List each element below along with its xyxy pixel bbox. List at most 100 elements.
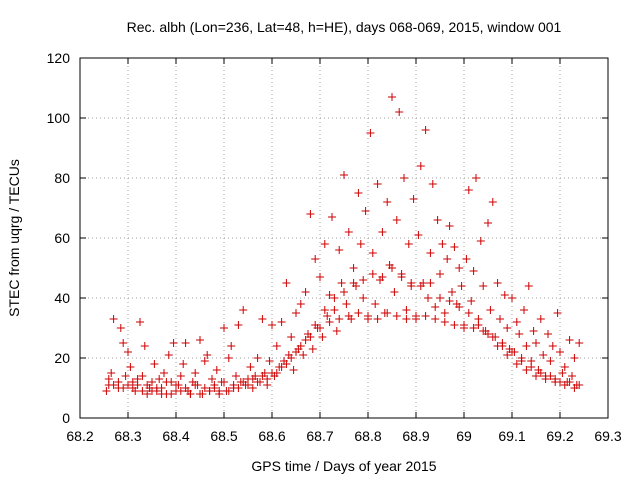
data-point-marker <box>148 387 156 395</box>
data-point-marker <box>361 207 370 215</box>
data-point-marker <box>119 384 128 392</box>
data-point-marker <box>407 279 416 287</box>
data-point-marker <box>258 315 267 323</box>
data-point-marker <box>301 288 310 296</box>
y-tick-label: 20 <box>54 350 70 366</box>
x-tick-label: 68.7 <box>306 428 333 444</box>
data-point-marker <box>565 336 574 344</box>
data-point-marker <box>232 372 240 380</box>
data-point-marker <box>196 336 204 344</box>
data-point-marker <box>292 309 300 317</box>
data-point-marker <box>316 324 324 332</box>
data-point-marker <box>536 315 545 323</box>
data-point-marker <box>486 306 495 314</box>
data-point-marker <box>493 279 502 287</box>
data-point-marker <box>143 381 152 389</box>
data-point-marker <box>109 381 118 389</box>
data-point-marker <box>553 309 562 317</box>
data-point-marker <box>157 390 166 398</box>
data-point-marker <box>344 228 353 236</box>
data-point-marker <box>301 336 310 344</box>
data-point-marker <box>556 348 564 356</box>
data-point-marker <box>484 330 492 338</box>
data-point-marker <box>272 369 281 377</box>
data-point-marker <box>368 249 377 257</box>
data-point-marker <box>440 309 449 317</box>
data-point-marker <box>229 381 238 389</box>
data-point-marker <box>467 297 476 305</box>
data-point-marker <box>512 360 521 368</box>
data-point-marker <box>316 273 324 281</box>
x-tick-label: 69 <box>456 428 472 444</box>
data-point-marker <box>496 315 504 323</box>
data-point-marker <box>532 339 540 347</box>
data-point-marker <box>114 378 123 386</box>
data-point-marker <box>440 318 449 326</box>
data-point-marker <box>388 264 396 272</box>
data-point-marker <box>522 366 531 374</box>
data-point-marker <box>287 354 296 362</box>
y-tick-label: 100 <box>47 110 71 126</box>
data-point-marker <box>332 327 341 335</box>
data-point-marker <box>488 333 497 341</box>
data-point-marker <box>436 294 444 302</box>
data-point-marker <box>340 171 348 179</box>
data-point-marker <box>248 375 257 383</box>
data-point-marker <box>390 288 399 296</box>
data-point-marker <box>508 294 516 302</box>
data-point-marker <box>253 354 262 362</box>
data-point-marker <box>529 327 538 335</box>
x-tick-label: 69.3 <box>594 428 621 444</box>
data-point-marker <box>428 180 437 188</box>
data-point-marker <box>181 384 190 392</box>
y-axis-label: STEC from uqrg / TECUs <box>6 159 22 317</box>
data-point-marker <box>503 351 512 359</box>
data-point-marker <box>383 198 392 206</box>
data-point-marker <box>169 339 178 347</box>
data-point-marker <box>539 351 548 359</box>
data-point-marker <box>196 390 204 398</box>
data-point-marker <box>200 357 209 365</box>
data-point-marker <box>109 315 118 323</box>
data-point-marker <box>445 297 454 305</box>
data-point-marker <box>205 387 214 395</box>
data-point-marker <box>107 369 116 377</box>
data-point-marker <box>292 348 300 356</box>
data-point-marker <box>570 384 579 392</box>
y-axis: 0 20 40 60 80 100 120 <box>47 50 608 426</box>
data-point-marker <box>515 330 524 338</box>
data-point-marker <box>546 357 555 365</box>
data-point-marker <box>121 372 130 380</box>
data-point-marker <box>464 186 473 194</box>
grid-lines <box>80 58 608 418</box>
data-point-marker <box>536 369 545 377</box>
data-point-marker <box>455 303 464 311</box>
data-point-marker <box>544 330 552 338</box>
data-point-marker <box>568 372 576 380</box>
data-point-marker <box>244 381 252 389</box>
data-point-marker <box>277 318 286 326</box>
data-point-marker <box>378 228 387 236</box>
data-point-marker <box>220 324 228 332</box>
y-tick-label: 60 <box>54 230 70 246</box>
data-point-marker <box>133 375 142 383</box>
data-point-marker <box>335 315 344 323</box>
data-point-marker <box>512 318 521 326</box>
x-tick-label: 68.9 <box>402 428 429 444</box>
data-point-marker <box>311 255 320 263</box>
data-point-marker <box>282 360 291 368</box>
data-point-marker <box>172 381 180 389</box>
data-point-marker <box>239 378 248 386</box>
data-point-marker <box>176 372 185 380</box>
data-point-marker <box>450 243 459 251</box>
data-point-marker <box>272 342 281 350</box>
data-point-marker <box>234 321 243 329</box>
data-point-marker <box>503 324 512 332</box>
data-point-marker <box>464 309 473 317</box>
data-point-marker <box>164 351 173 359</box>
data-point-marker <box>239 306 248 314</box>
data-point-marker <box>102 387 111 395</box>
data-point-marker <box>479 282 488 290</box>
data-point-marker <box>455 264 464 272</box>
data-point-marker <box>500 291 509 299</box>
